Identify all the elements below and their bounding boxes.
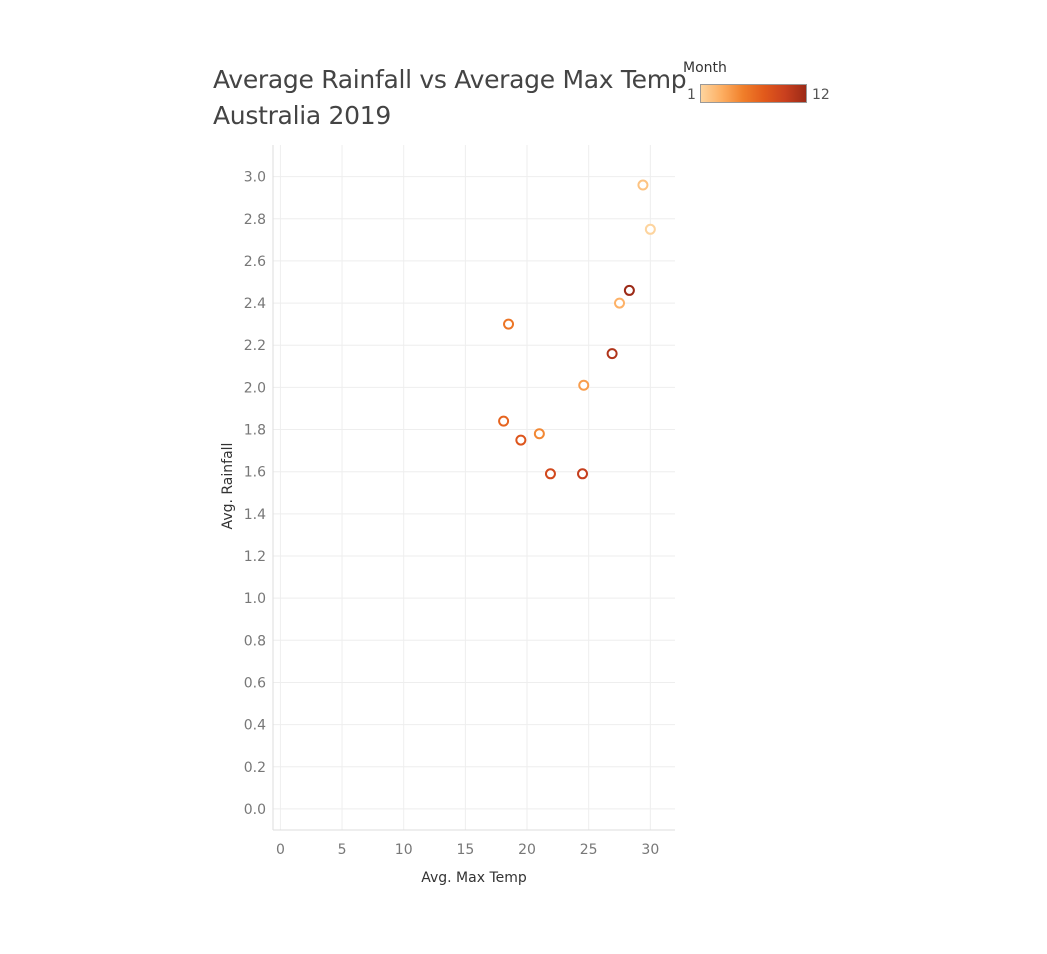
data-point-month-12[interactable] (623, 284, 635, 296)
y-tick-label: 0.2 (244, 760, 266, 776)
y-tick-label: 2.2 (244, 338, 266, 354)
data-point-month-9[interactable] (544, 468, 556, 480)
y-tick-label: 2.4 (244, 296, 266, 312)
data-point-month-7[interactable] (498, 415, 510, 427)
chart-title-line-2: Australia 2019 (213, 101, 391, 130)
gridlines (272, 145, 675, 831)
data-point-month-6[interactable] (503, 318, 515, 330)
data-point-month-5[interactable] (533, 428, 545, 440)
chart-title-line-1: Average Rainfall vs Average Max Temp (213, 65, 687, 94)
data-point-month-10[interactable] (577, 468, 589, 480)
data-point-month-4[interactable] (578, 379, 590, 391)
x-tick-label: 20 (518, 842, 536, 858)
data-point-month-3[interactable] (614, 297, 626, 309)
legend-min-label: 1 (687, 87, 696, 103)
y-tick-label: 0.4 (244, 718, 266, 734)
chart-title: Average Rainfall vs Average Max Temp Aus… (213, 62, 687, 134)
y-tick-label: 1.4 (244, 507, 266, 523)
legend-color-ramp (700, 84, 807, 103)
x-tick-label: 25 (580, 842, 598, 858)
x-axis-label: Avg. Max Temp (421, 870, 527, 886)
y-tick-label: 0.0 (244, 802, 266, 818)
y-tick-label: 1.0 (244, 591, 266, 607)
y-tick-label: 2.8 (244, 212, 266, 228)
y-tick-label: 0.6 (244, 675, 266, 691)
legend-title: Month (683, 60, 727, 76)
x-tick-label: 15 (456, 842, 474, 858)
y-tick-label: 2.6 (244, 254, 266, 270)
x-tick-label: 30 (641, 842, 659, 858)
legend-max-label: 12 (812, 87, 830, 103)
data-point-month-11[interactable] (606, 348, 618, 360)
y-tick-label: 1.8 (244, 423, 266, 439)
data-point-month-2[interactable] (637, 179, 649, 191)
y-tick-label: 1.2 (244, 549, 266, 565)
y-axis-ticks: 0.0 0.2 0.4 0.6 0.8 1.0 1.2 1.4 1.6 1.8 2.0 2.2 2.4 2… (244, 170, 266, 818)
data-point-month-1[interactable] (644, 223, 656, 235)
data-points (498, 179, 656, 480)
y-tick-label: 1.6 (244, 465, 266, 481)
x-tick-label: 10 (395, 842, 413, 858)
x-tick-label: 0 (276, 842, 285, 858)
y-tick-label: 3.0 (244, 170, 266, 186)
y-tick-label: 0.8 (244, 633, 266, 649)
x-axis-ticks: 0 5 10 15 20 25 30 (276, 842, 659, 858)
x-tick-label: 5 (338, 842, 347, 858)
y-tick-label: 2.0 (244, 380, 266, 396)
y-axis-label: Avg. Rainfall (220, 443, 236, 530)
data-point-month-8[interactable] (515, 434, 527, 446)
